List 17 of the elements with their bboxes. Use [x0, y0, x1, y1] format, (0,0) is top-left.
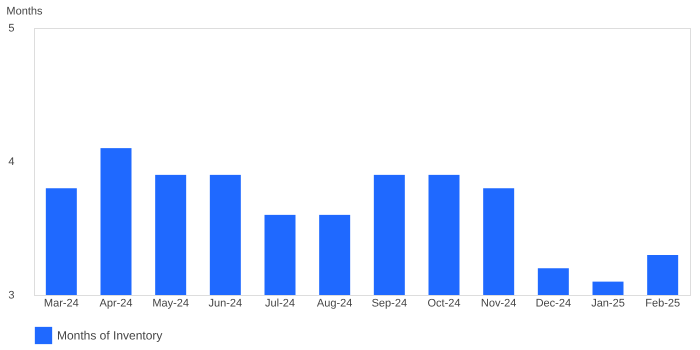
- x-tick-label: Mar-24: [44, 298, 79, 310]
- x-tick-label: Oct-24: [427, 298, 461, 310]
- x-tick-label: Apr-24: [99, 298, 133, 310]
- legend-label: Months of Inventory: [57, 328, 162, 342]
- x-tick-label: Aug-24: [316, 298, 352, 310]
- x-tick-label: Dec-24: [536, 298, 572, 310]
- x-tick-label: Feb-25: [645, 298, 680, 310]
- x-tick-label: Nov-24: [480, 298, 516, 310]
- y-axis-title: Months: [6, 6, 43, 18]
- x-tick-label: Jun-24: [208, 298, 242, 310]
- y-tick-label: 4: [8, 156, 14, 168]
- x-tick-label: Jan-25: [591, 298, 625, 310]
- y-tick-label: 5: [8, 22, 14, 34]
- y-tick-label: 3: [8, 290, 14, 302]
- x-tick-label: May-24: [152, 298, 190, 310]
- x-tick-label: Sep-24: [372, 298, 408, 310]
- x-tick-label: Jul-24: [265, 298, 295, 310]
